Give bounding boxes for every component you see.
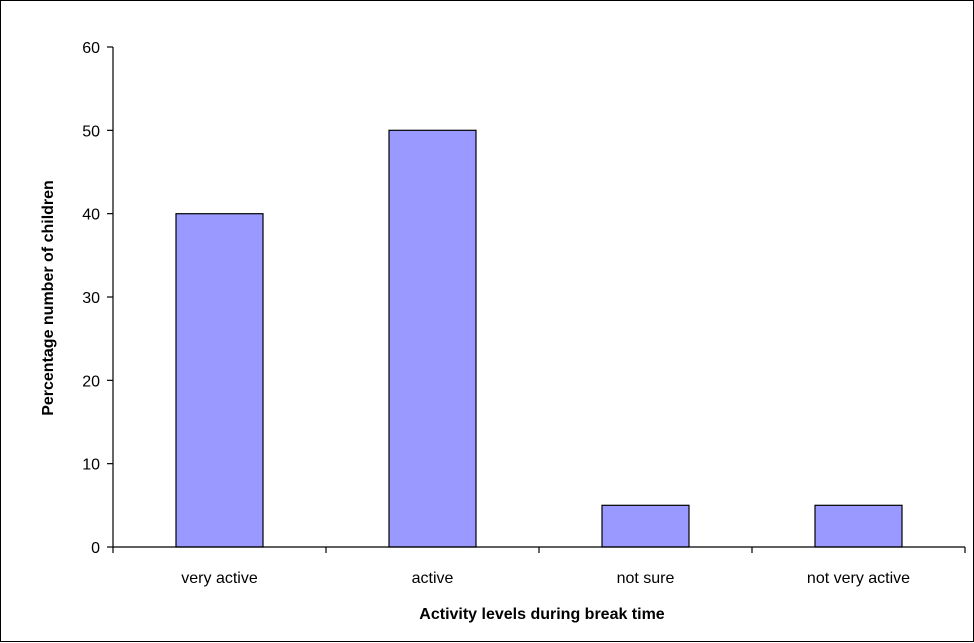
x-category-label: active bbox=[412, 570, 454, 587]
y-tick-label: 50 bbox=[82, 123, 100, 140]
labels-layer: 0 10 20 30 40 50 60 very active active not sure no… bbox=[82, 40, 910, 587]
bars-layer bbox=[175, 129, 903, 548]
y-tick-label: 30 bbox=[82, 290, 100, 307]
axes-layer bbox=[107, 46, 966, 553]
x-category-label: very active bbox=[181, 570, 258, 587]
y-tick-label: 10 bbox=[82, 457, 100, 474]
y-tick-label: 20 bbox=[82, 373, 100, 390]
x-axis-title: Activity levels during break time bbox=[419, 606, 665, 623]
y-axis-title: Percentage number of children bbox=[40, 180, 57, 416]
y-tick-label: 40 bbox=[82, 207, 100, 224]
x-category-label: not sure bbox=[617, 570, 675, 587]
bar-not-sure bbox=[601, 504, 690, 548]
y-tick-label: 0 bbox=[91, 540, 100, 557]
bar-very-active bbox=[175, 213, 264, 548]
bar-not-very-active bbox=[814, 504, 903, 548]
bar-active bbox=[388, 129, 477, 548]
x-category-label: not very active bbox=[807, 570, 910, 587]
y-tick-label: 60 bbox=[82, 40, 100, 57]
